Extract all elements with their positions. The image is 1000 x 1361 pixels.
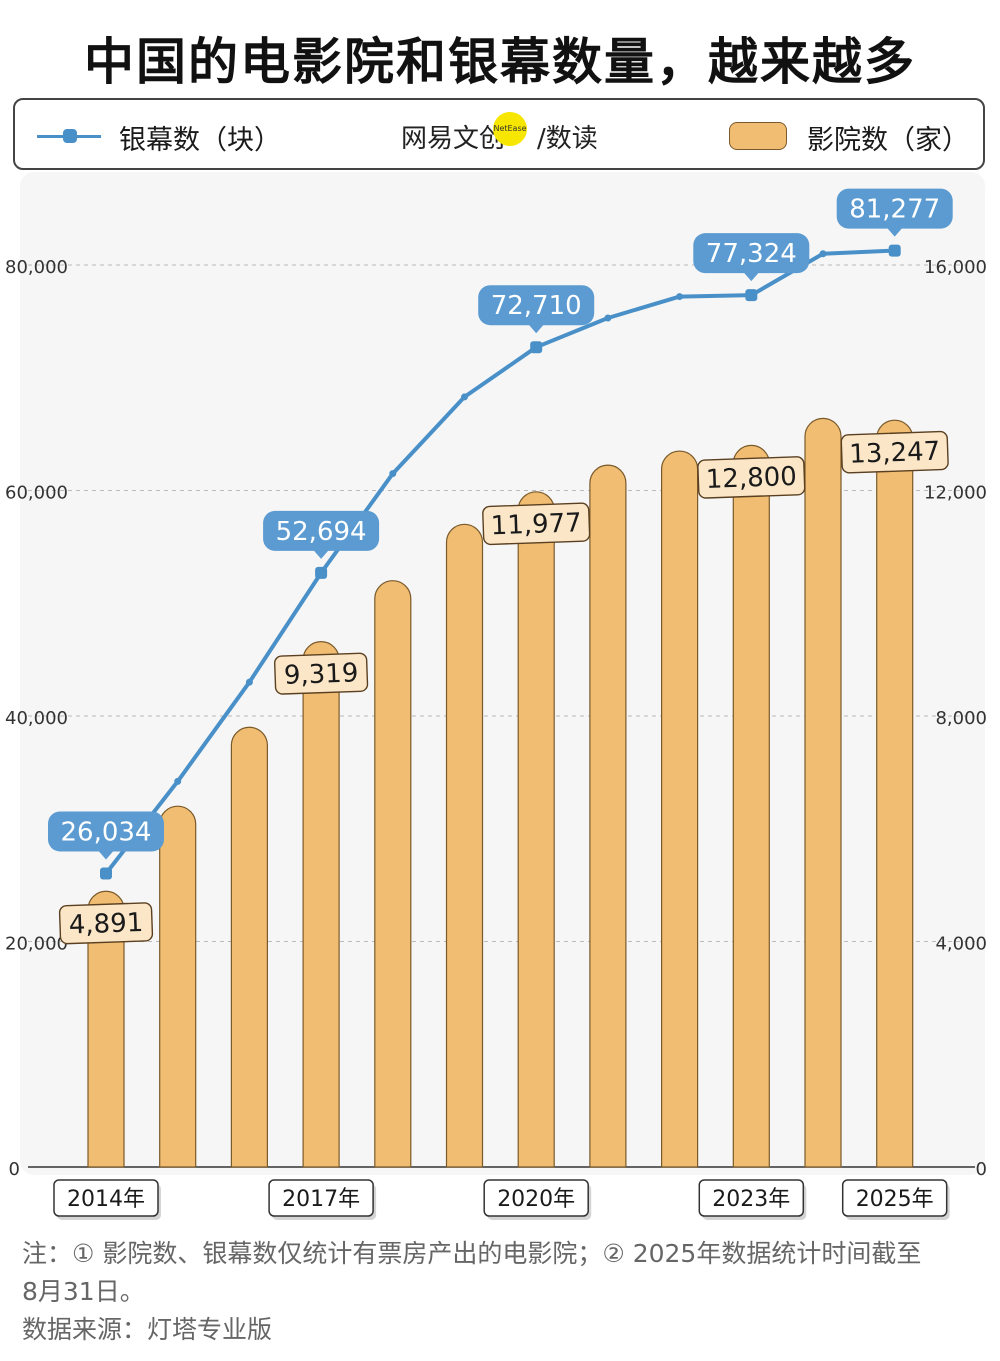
bar-value-label: 11,977 [490,508,582,541]
line-point [819,250,827,258]
chart-title: 中国的电影院和银幕数量，越来越多 [84,33,916,91]
y-right-tick-label: 0 [976,1159,987,1180]
bar-value-tag: 9,319 [274,652,369,695]
line-value-label: 72,710 [491,291,582,321]
line-value-bubble [48,811,164,860]
y-left-tick-label: 40,000 [5,708,68,729]
legend-line-marker [63,129,77,143]
bar-value-tag-bg [274,652,369,695]
line-value-label: 26,034 [61,817,152,847]
bar-value-tag: 11,977 [482,502,591,546]
bar [876,419,914,1168]
bar [302,641,340,1168]
brand-logo-left: 网易文创 [401,124,506,154]
y-left-tick-label: 0 [9,1159,20,1180]
bar-value-label: 12,800 [705,462,797,495]
bar [589,464,627,1168]
x-tick-box [483,1179,589,1217]
x-tick-label: 2014年 [67,1187,145,1212]
x-tick-label: 2023年 [712,1187,790,1212]
y-right-tick-label: 8,000 [935,708,987,729]
bar-value-tag-bg [840,430,949,474]
brand-logo-right: /数读 [537,124,598,154]
source-note: 数据来源：灯塔专业版 [22,1315,273,1344]
legend: 银幕数（块） 网易文创 NetEase /数读 影院数（家） [13,98,985,170]
bar [804,417,842,1168]
y-right-tick-label: 16,000 [924,257,987,278]
line-point [245,678,253,686]
line-value-label: 77,324 [706,239,797,269]
bar-value-tag: 13,247 [840,430,949,474]
line-point [604,314,612,322]
line-value-bubble [263,510,380,559]
bar-value-tag: 4,891 [58,902,154,945]
line-value-bubble [836,188,953,237]
bar-value-tag: 12,800 [697,456,806,499]
legend-cinemas-label: 影院数（家） [807,125,969,156]
footnote-line-2: 8月31日。 [22,1277,145,1306]
bar-value-label: 9,319 [283,658,358,691]
line-value-label: 52,694 [276,517,367,547]
bar-value-label: 4,891 [68,908,143,941]
x-tick-box [698,1179,805,1217]
line-value-label: 81,277 [849,195,940,225]
x-tick-label: 2020年 [497,1187,575,1212]
brand-logo-dot: NetEase [493,112,527,146]
line-value-bubble [693,233,810,282]
legend-screens-label: 银幕数（块） [119,125,281,156]
bar-value-tag-bg [697,456,806,499]
bar [661,450,699,1168]
bar-value-tag-bg [482,502,591,546]
x-tick-label: 2025年 [856,1187,934,1212]
line-value-bubble [478,285,595,334]
line-point [745,289,758,302]
y-left-tick-label: 20,000 [5,934,68,955]
y-left-tick-label: 80,000 [5,257,68,278]
line-point [461,393,468,401]
y-right-tick-label: 12,000 [924,483,987,504]
x-tick-box [53,1179,159,1217]
line-point [888,244,901,257]
x-tick-box [841,1179,948,1217]
footnote-line-1: 注：① 影院数、银幕数仅统计有票房产出的电影院；② 2025年数据统计时间截至 [22,1239,922,1268]
line-point [389,470,397,478]
line-point [676,293,684,301]
bar [374,580,412,1168]
y-left-tick-label: 60,000 [5,483,68,504]
line-point [100,867,112,880]
line-point [315,566,328,579]
bar-value-label: 13,247 [849,437,941,470]
bar [732,444,770,1168]
line-point [174,777,182,785]
legend-bar-swatch [729,122,787,150]
bar [230,726,268,1168]
y-right-tick-label: 4,000 [935,934,987,955]
bar-value-tag-bg [58,902,154,945]
screens-line [104,248,897,876]
x-tick-box [268,1179,374,1217]
bar [445,523,484,1168]
line-point [530,341,543,354]
bar [517,491,555,1168]
x-tick-label: 2017年 [282,1187,360,1212]
bar [159,805,197,1168]
